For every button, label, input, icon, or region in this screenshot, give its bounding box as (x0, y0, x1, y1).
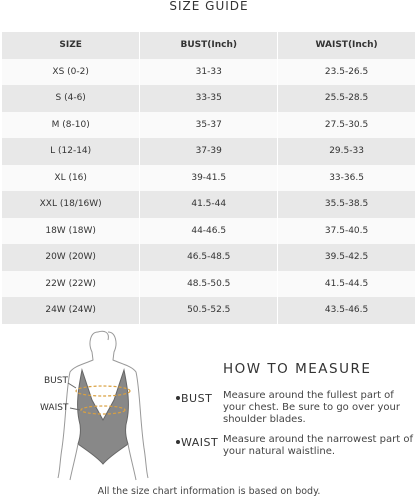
table-cell: 33-35 (139, 85, 279, 112)
table-row: S (4-6) 33-35 25.5-28.5 (2, 85, 416, 112)
bullet (176, 396, 180, 400)
bust-line (75, 385, 131, 397)
table-cell: XXL (18/16W) (2, 191, 141, 218)
table-cell: 48.5-50.5 (139, 270, 279, 297)
table-cell: 35.5-38.5 (277, 191, 416, 218)
table-cell: S (4-6) (2, 85, 141, 112)
figure-outline (57, 331, 99, 479)
swimsuit (77, 368, 129, 465)
table-cell: 27.5-30.5 (277, 111, 416, 138)
table-cell: 31-33 (139, 58, 279, 85)
table-cell: XS (0-2) (2, 58, 141, 85)
table-cell: 37.5-40.5 (277, 217, 416, 244)
table-cell: 50.5-52.5 (139, 297, 279, 324)
body-figure (57, 330, 180, 481)
waist-pointer (69, 407, 81, 411)
title: SIZE GUIDE (169, 0, 249, 13)
table-cell: M (8-10) (2, 111, 141, 138)
table-row: 20W (20W) 46.5-48.5 39.5-42.5 (2, 244, 416, 271)
item-label: BUST (181, 392, 213, 405)
table-row: XXL (18/16W) 41.5-44 35.5-38.5 (2, 191, 416, 218)
table-cell: 23.5-26.5 (277, 58, 416, 85)
waist-line (80, 405, 126, 415)
table-cell: 43.5-46.5 (277, 297, 416, 324)
table-row: L (12-14) 37-39 29.5-33 (2, 138, 416, 165)
table-row: XL (16) 39-41.5 33-36.5 (2, 164, 416, 191)
table-cell: 37-39 (139, 138, 279, 165)
table-cell: 39-41.5 (139, 164, 279, 191)
table-cell: 44-46.5 (139, 217, 279, 244)
table-cell: 46.5-48.5 (139, 244, 279, 271)
figure-outline (97, 330, 109, 341)
bullet (176, 440, 180, 444)
header-row: SIZE BUST(Inch) WAIST(Inch) (2, 32, 416, 59)
figure-legs (69, 443, 137, 481)
table-row: 24W (24W) 50.5-52.5 43.5-46.5 (2, 297, 416, 324)
bust-pointer (67, 382, 77, 389)
size-table: SIZE BUST(Inch) WAIST(Inch) XS (0-2) 31-33 23… (2, 32, 416, 324)
table-row: 22W (22W) 48.5-50.5 41.5-44.5 (2, 270, 416, 297)
table-cell: BUST(Inch) (139, 32, 279, 59)
table-cell: L (12-14) (2, 138, 141, 165)
waist-label: WAIST (40, 403, 69, 413)
table-cell: 24W (24W) (2, 297, 141, 324)
table-cell: SIZE (2, 32, 141, 59)
item-text: Measure around the narrowest part of you… (223, 434, 413, 457)
table-cell: 18W (18W) (2, 217, 141, 244)
table-row: XS (0-2) 31-33 23.5-26.5 (2, 58, 416, 85)
table-cell: XL (16) (2, 164, 141, 191)
table-cell: 25.5-28.5 (277, 85, 416, 112)
table-cell: 41.5-44 (139, 191, 279, 218)
table-cell: 33-36.5 (277, 164, 416, 191)
bust-label: BUST (44, 376, 68, 386)
table-row: M (8-10) 35-37 27.5-30.5 (2, 111, 416, 138)
item-text: Measure around the fullest part of your … (223, 390, 400, 425)
footer: All the size chart information is based … (97, 486, 321, 497)
item-label: WAIST (181, 436, 219, 449)
table-cell: WAIST(Inch) (277, 32, 416, 59)
table-cell: 41.5-44.5 (277, 270, 416, 297)
table-cell: 20W (20W) (2, 244, 141, 271)
table-cell: 22W (22W) (2, 270, 141, 297)
table-cell: 29.5-33 (277, 138, 416, 165)
table-row: 18W (18W) 44-46.5 37.5-40.5 (2, 217, 416, 244)
figure-outline (107, 331, 149, 479)
table-cell: 35-37 (139, 111, 279, 138)
table-cell: 39.5-42.5 (277, 244, 416, 271)
section-title: HOW TO MEASURE (223, 361, 372, 377)
